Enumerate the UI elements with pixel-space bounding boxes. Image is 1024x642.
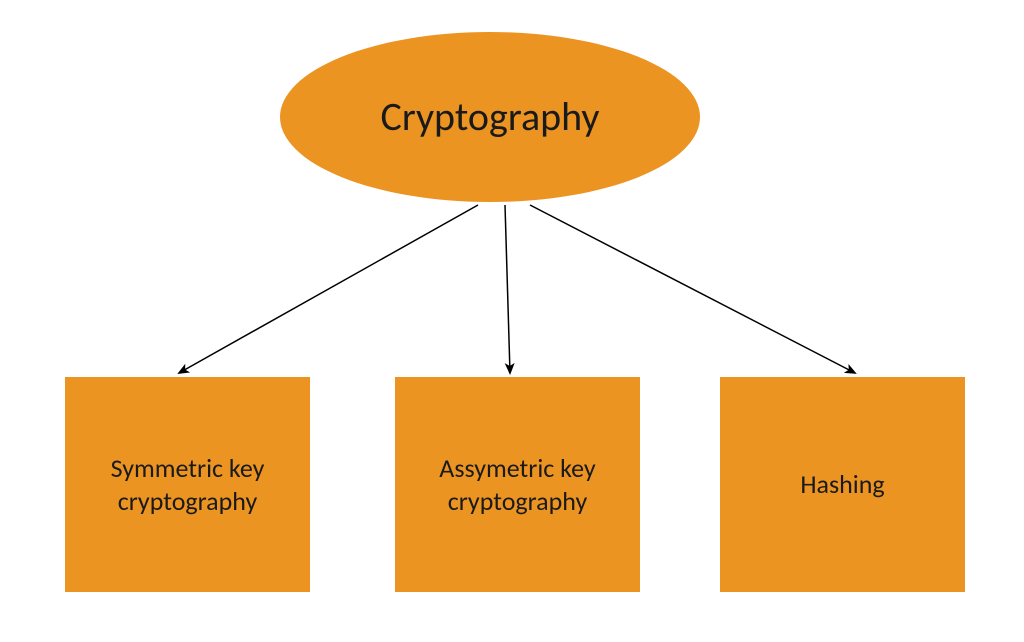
- child-label-symmetric: Symmetric key cryptography: [75, 452, 300, 517]
- root-node: Cryptography: [280, 32, 700, 202]
- child-node-asymmetric: Assymetric key cryptography: [395, 377, 640, 592]
- child-node-symmetric: Symmetric key cryptography: [65, 377, 310, 592]
- root-label: Cryptography: [380, 92, 599, 142]
- edge-arrow: [179, 205, 478, 373]
- child-label-asymmetric: Assymetric key cryptography: [405, 452, 630, 517]
- diagram-container: Cryptography Symmetric key cryptography …: [0, 0, 1024, 642]
- edges-group: [179, 205, 855, 373]
- child-node-hashing: Hashing: [720, 377, 965, 592]
- edge-arrow: [505, 205, 510, 373]
- edge-arrow: [530, 205, 855, 373]
- child-label-hashing: Hashing: [800, 468, 884, 501]
